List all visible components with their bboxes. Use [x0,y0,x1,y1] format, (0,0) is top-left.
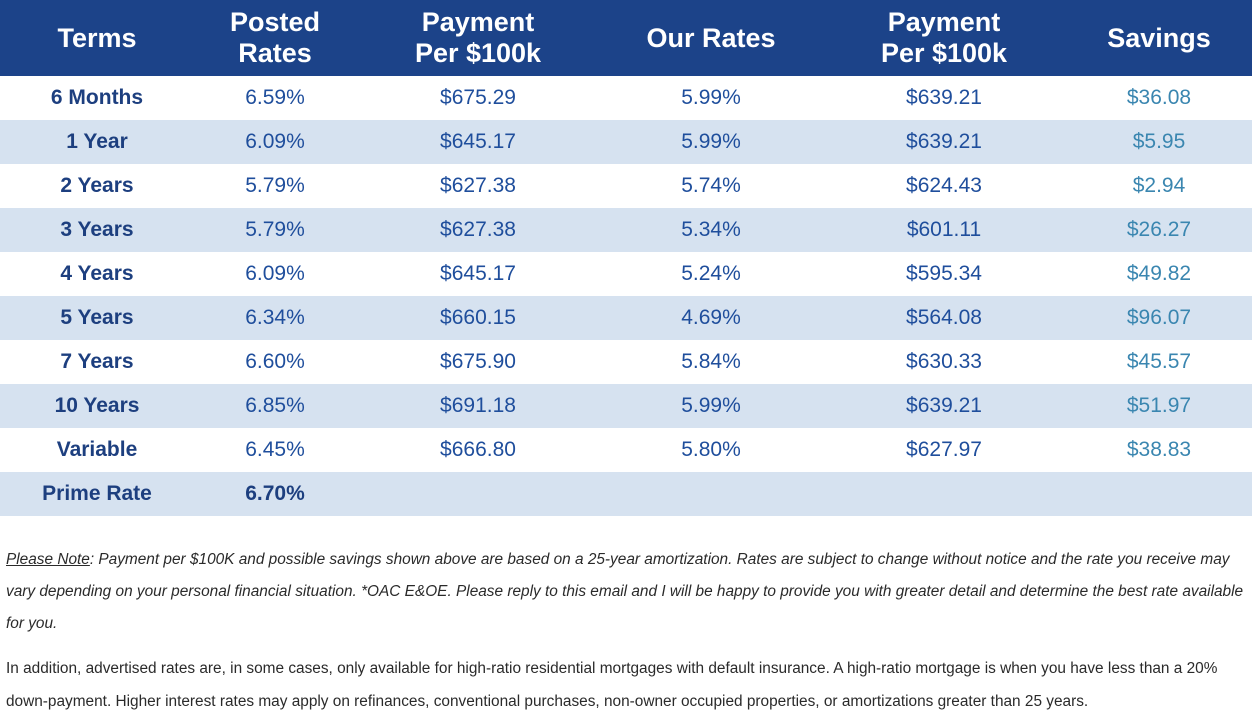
our-payment-cell: $624.43 [906,174,982,197]
empty-cell [600,472,822,516]
posted-payment-cell: $660.15 [440,306,516,329]
our-rate-cell: 5.74% [681,174,741,197]
our-rate-cell: 5.80% [681,438,741,461]
our-payment-cell: $639.21 [906,130,982,153]
our-rate-cell: 5.34% [681,218,741,241]
term-cell: 10 Years [54,394,140,417]
savings-cell: $51.97 [1126,394,1192,417]
our-rate-cell: 4.69% [681,306,741,329]
posted-payment-cell: $627.38 [440,174,516,197]
savings-cell: $96.07 [1126,306,1192,329]
term-cell: 7 Years [60,350,134,373]
please-note-text: : Payment per $100K and possible savings… [6,551,1244,632]
posted-rate-cell: 6.85% [245,394,305,417]
table-row: 4 Years 6.09% $645.17 5.24% $595.34 $49.… [0,252,1252,296]
table-row: 7 Years 6.60% $675.90 5.84% $630.33 $45.… [0,340,1252,384]
prime-rate-value: 6.70% [245,482,305,505]
table-body: 6 Months 6.59% $675.29 5.99% $639.21 $36… [0,76,1252,516]
header-savings: Savings [1107,22,1211,53]
header-our-rates: Our Rates [646,22,776,53]
prime-rate-row: Prime Rate 6.70% [0,472,1252,516]
posted-rate-cell: 5.79% [245,174,305,197]
header-posted-rates: Posted Rates [229,7,321,68]
posted-rate-cell: 6.09% [245,130,305,153]
savings-cell: $26.27 [1126,218,1192,241]
please-note-paragraph: Please Note: Payment per $100K and possi… [6,544,1246,640]
savings-cell: $2.94 [1132,174,1186,197]
posted-rate-cell: 6.59% [245,86,305,109]
table-row: 1 Year 6.09% $645.17 5.99% $639.21 $5.95 [0,120,1252,164]
savings-cell: $49.82 [1126,262,1192,285]
posted-payment-cell: $675.29 [440,86,516,109]
term-cell: 6 Months [50,86,144,109]
table-row: 10 Years 6.85% $691.18 5.99% $639.21 $51… [0,384,1252,428]
posted-rate-cell: 6.60% [245,350,305,373]
posted-payment-cell: $675.90 [440,350,516,373]
term-cell: 3 Years [60,218,134,241]
our-payment-cell: $639.21 [906,86,982,109]
term-cell: Variable [56,438,138,461]
header-row: Terms Posted Rates Payment Per $100k Our R… [0,0,1252,76]
our-payment-cell: $601.11 [906,218,982,241]
term-cell: 4 Years [60,262,134,285]
term-cell: 2 Years [60,174,134,197]
savings-cell: $38.83 [1126,438,1192,461]
table-row: 5 Years 6.34% $660.15 4.69% $564.08 $96.… [0,296,1252,340]
header-terms: Terms [57,22,137,53]
table-row: 2 Years 5.79% $627.38 5.74% $624.43 $2.9… [0,164,1252,208]
our-rate-cell: 5.99% [681,86,741,109]
our-rate-cell: 5.84% [681,350,741,373]
posted-payment-cell: $645.17 [440,262,516,285]
disclaimer-notes: Please Note: Payment per $100K and possi… [0,516,1252,718]
table-row: Variable 6.45% $666.80 5.80% $627.97 $38… [0,428,1252,472]
savings-cell: $45.57 [1126,350,1192,373]
our-payment-cell: $630.33 [906,350,982,373]
empty-cell [356,472,600,516]
header-our-payment: Payment Per $100k [880,7,1008,68]
header-posted-payment: Payment Per $100k [414,7,542,68]
posted-rate-cell: 6.34% [245,306,305,329]
posted-payment-cell: $691.18 [440,394,516,417]
our-payment-cell: $639.21 [906,394,982,417]
table-header: Terms Posted Rates Payment Per $100k Our R… [0,0,1252,76]
posted-rate-cell: 6.09% [245,262,305,285]
posted-payment-cell: $645.17 [440,130,516,153]
empty-cell [1066,472,1252,516]
term-cell: 5 Years [60,306,134,329]
our-payment-cell: $627.97 [906,438,982,461]
posted-rate-cell: 5.79% [245,218,305,241]
term-cell: 1 Year [66,130,128,153]
our-rate-cell: 5.24% [681,262,741,285]
table-row: 6 Months 6.59% $675.29 5.99% $639.21 $36… [0,76,1252,120]
prime-rate-label: Prime Rate [42,482,152,505]
savings-cell: $5.95 [1132,130,1186,153]
empty-cell [822,472,1066,516]
our-payment-cell: $564.08 [906,306,982,329]
table-row: 3 Years 5.79% $627.38 5.34% $601.11 $26.… [0,208,1252,252]
mortgage-rates-table: Terms Posted Rates Payment Per $100k Our R… [0,0,1252,516]
posted-rate-cell: 6.45% [245,438,305,461]
our-rate-cell: 5.99% [681,394,741,417]
savings-cell: $36.08 [1126,86,1192,109]
high-ratio-paragraph: In addition, advertised rates are, in so… [6,660,1218,710]
posted-payment-cell: $627.38 [440,218,516,241]
our-rate-cell: 5.99% [681,130,741,153]
posted-payment-cell: $666.80 [440,438,516,461]
our-payment-cell: $595.34 [906,262,982,285]
please-note-label: Please Note [6,551,90,568]
